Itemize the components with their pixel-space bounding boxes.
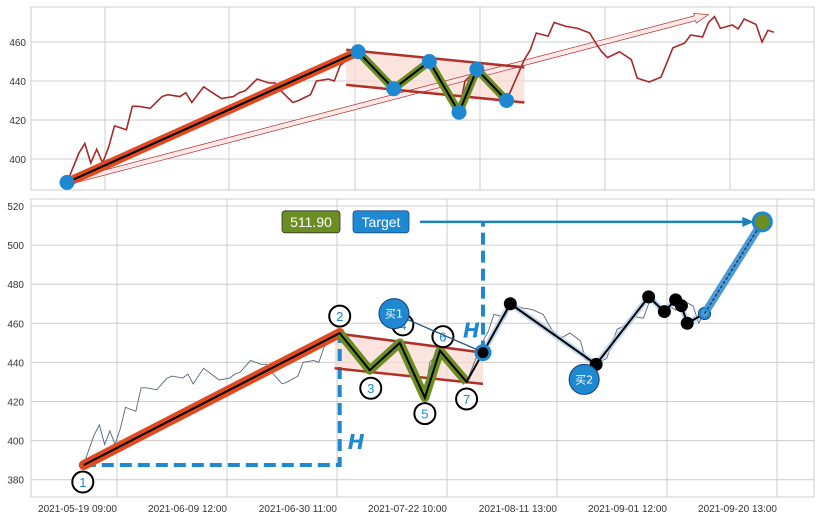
- height-label: H: [348, 430, 365, 454]
- x-tick-label: 2021-06-09 12:00: [148, 504, 227, 515]
- x-tick-label: 2021-09-20 13:00: [698, 504, 777, 515]
- path-point-marker: [657, 305, 671, 319]
- buy-signal-label: 买1: [385, 308, 403, 321]
- top-y-tick-label: 400: [9, 155, 26, 166]
- bottom-y-tick-label: 420: [7, 398, 24, 409]
- projected-height-label: H: [463, 319, 480, 343]
- breakout-point-marker: [474, 344, 492, 362]
- x-tick-label: 2021-07-22 10:00: [368, 504, 447, 515]
- bottom-y-tick-label: 520: [7, 202, 24, 213]
- path-point-marker: [503, 297, 517, 311]
- last-point-marker: [698, 307, 711, 320]
- top-pattern-point-marker: [469, 61, 485, 77]
- target-label-box: [352, 210, 410, 234]
- pattern-point-label-circle: [359, 376, 383, 400]
- top-pattern-point-marker: [59, 174, 75, 190]
- bottom-y-tick-label: 380: [7, 476, 24, 487]
- pattern-point-label-circle: [413, 402, 437, 426]
- x-tick-label: 2021-09-01 12:00: [588, 504, 667, 515]
- x-tick-label: 2021-08-11 13:00: [479, 504, 558, 515]
- top-pattern-point-marker: [350, 44, 366, 60]
- target-point-marker: [751, 211, 773, 233]
- top-pattern-point-marker: [499, 93, 515, 108]
- pattern-point-label: 2: [336, 309, 343, 324]
- bottom-y-tick-label: 500: [7, 241, 24, 252]
- bottom-y-tick-label: 440: [7, 358, 24, 369]
- top-y-tick-label: 460: [9, 38, 26, 49]
- top-y-tick-label: 420: [9, 116, 26, 127]
- pattern-point-label-circle: [431, 325, 455, 349]
- pattern-point-label-circle: [328, 304, 352, 328]
- top-plot-content: [59, 13, 775, 190]
- top-pattern-point-marker: [386, 81, 402, 97]
- buy-signal-marker: [378, 298, 410, 330]
- top-pattern-point-marker: [421, 54, 437, 69]
- target-arrow-head: [742, 216, 755, 227]
- bottom-pattern-line: [83, 331, 484, 466]
- buy-signal-marker: [568, 363, 600, 395]
- target-value-box: [281, 210, 341, 234]
- target-label-text: Target: [362, 214, 401, 230]
- path-point-marker: [642, 290, 656, 304]
- path-point-marker: [674, 299, 688, 313]
- bottom-y-tick-label: 460: [7, 319, 24, 330]
- bottom-panel: 2021-05-19 09:00 2021-06-09 12:00 2021-06-…: [7, 198, 815, 515]
- top-wedge-lower-line: [346, 83, 525, 104]
- buy-signal-label: 买2: [575, 373, 593, 386]
- target-projection-line: [704, 221, 763, 314]
- pattern-point-label: 7: [463, 392, 470, 407]
- path-point-marker: [680, 316, 694, 330]
- top-pattern-point-marker: [451, 104, 467, 120]
- pattern-point-label: 5: [421, 407, 428, 422]
- pattern-point-label-circle: [455, 387, 479, 411]
- top-trend-arrow: [65, 13, 710, 186]
- bottom-y-tick-label: 400: [7, 437, 24, 448]
- bottom-wedge-upper-line: [334, 331, 484, 354]
- pattern-point-label: 1: [79, 475, 86, 490]
- bottom-wedge-lower-line: [334, 367, 484, 386]
- target-value-text: 511.90: [290, 214, 332, 230]
- height-measure-dashed-line: [83, 333, 342, 468]
- bottom-y-tick-label: 480: [7, 280, 24, 291]
- top-panel: 400 420 440 460: [9, 6, 815, 191]
- x-tick-label: 2021-05-19 09:00: [38, 504, 117, 515]
- pattern-point-label-circle: [71, 470, 95, 494]
- x-tick-label: 2021-06-30 11:00: [259, 504, 338, 515]
- top-y-tick-label: 440: [9, 77, 26, 88]
- pattern-point-label: 6: [439, 330, 446, 345]
- pattern-point-label: 3: [367, 381, 374, 396]
